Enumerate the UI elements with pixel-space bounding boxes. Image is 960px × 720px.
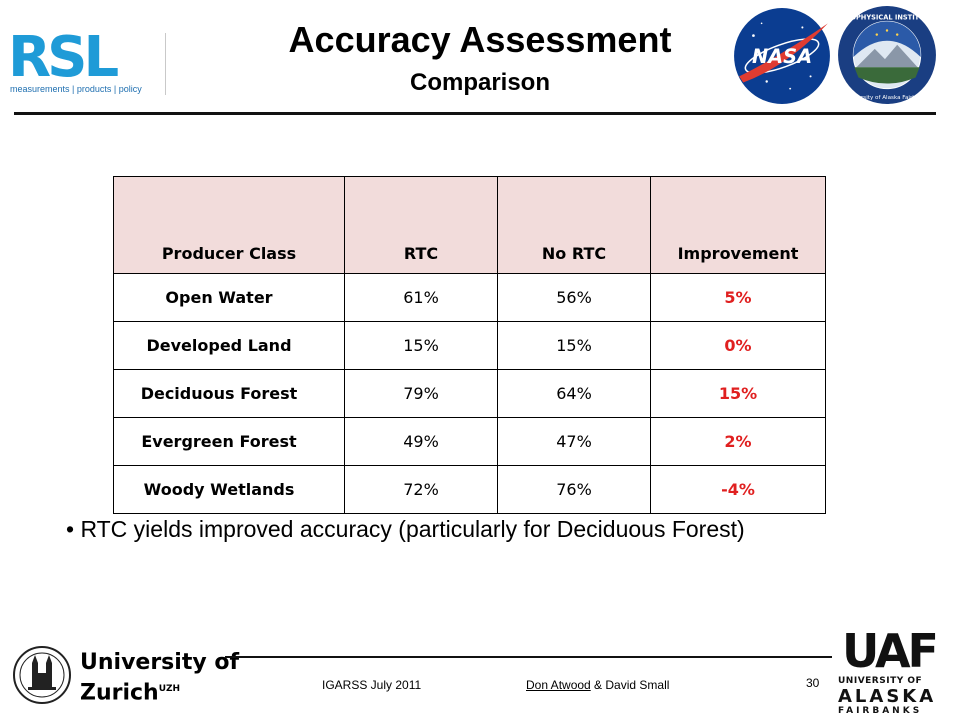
rsl-logo-letters: RSL [8, 25, 119, 90]
producer-class-cell: Developed Land [113, 321, 345, 370]
author-link[interactable]: Don Atwood [526, 678, 591, 692]
uaf-logo-line1: UNIVERSITY OF [838, 676, 923, 686]
improvement-cell: 0% [650, 321, 826, 370]
gi-seal-text-top: GEOPHYSICAL INSTITUTE [840, 13, 934, 21]
uzh-seal-icon [13, 646, 71, 704]
nasa-logo-vector [739, 23, 828, 83]
column-header-rtc: RTC [344, 176, 498, 274]
uzh-wordmark: University of ZurichUZH [80, 649, 239, 706]
producer-class-cell: Open Water [113, 273, 345, 322]
summary-bullet: • RTC yields improved accuracy (particul… [66, 516, 745, 542]
improvement-cell: 15% [650, 369, 826, 418]
no-rtc-cell: 15% [497, 321, 651, 370]
producer-class-cell: Evergreen Forest [113, 417, 345, 466]
producer-class-cell: Deciduous Forest [113, 369, 345, 418]
no-rtc-cell: 47% [497, 417, 651, 466]
uaf-logo-line2: ALASKA [838, 686, 937, 707]
column-header-improvement: Improvement [650, 176, 826, 274]
rtc-cell: 61% [344, 273, 498, 322]
slide-subtitle: Comparison [409, 69, 550, 96]
rsl-divider [165, 33, 166, 95]
nasa-logo: NASA [734, 8, 830, 104]
uaf-logo: UAF UNIVERSITY OF ALASKA FAIRBANKS [838, 624, 939, 716]
table-row: Woody Wetlands 72% 76% -4% [113, 465, 826, 514]
rtc-cell: 72% [344, 465, 498, 514]
column-header-no-rtc: No RTC [497, 176, 651, 274]
uzh-line2: Zurich [80, 680, 159, 706]
improvement-cell: 2% [650, 417, 826, 466]
page-number: 30 [806, 676, 820, 690]
no-rtc-cell: 76% [497, 465, 651, 514]
rtc-cell: 15% [344, 321, 498, 370]
accuracy-table-container: Producer Class RTC No RTC Improvement Op… [113, 176, 826, 514]
author-rest: & David Small [590, 678, 670, 692]
geophysical-institute-seal: GEOPHYSICAL INSTITUTE University of Alas… [838, 6, 936, 104]
improvement-cell: -4% [650, 465, 826, 514]
header-divider [14, 112, 936, 115]
nasa-logo-text: NASA [752, 45, 812, 68]
conference-label: IGARSS July 2011 [322, 678, 422, 692]
table-row: Evergreen Forest 49% 47% 2% [113, 417, 826, 466]
table-row: Open Water 61% 56% 5% [113, 273, 826, 322]
table-row: Developed Land 15% 15% 0% [113, 321, 826, 370]
rsl-logo-tagline: measurements | products | policy [10, 84, 142, 94]
uzh-superscript: UZH [158, 684, 181, 694]
column-header-producer-class: Producer Class [113, 176, 345, 274]
rtc-cell: 79% [344, 369, 498, 418]
university-of-zurich-logo: University of ZurichUZH [12, 645, 239, 707]
no-rtc-cell: 56% [497, 273, 651, 322]
no-rtc-cell: 64% [497, 369, 651, 418]
producer-class-cell: Woody Wetlands [113, 465, 345, 514]
improvement-cell: 5% [650, 273, 826, 322]
gi-seal-mountains [856, 44, 918, 68]
rtc-cell: 49% [344, 417, 498, 466]
accuracy-table: Producer Class RTC No RTC Improvement Op… [113, 176, 826, 514]
table-row: Deciduous Forest 79% 64% 15% [113, 369, 826, 418]
slide-title: Accuracy Assessment [288, 19, 672, 60]
authors-label: Don Atwood & David Small [526, 678, 669, 692]
uaf-logo-line3: FAIRBANKS [838, 706, 923, 716]
gi-seal-text-bottom: University of Alaska Fairbanks [845, 95, 929, 101]
table-header-row: Producer Class RTC No RTC Improvement [113, 176, 826, 274]
uzh-line1: University of [80, 650, 240, 675]
uaf-logo-mark: UAF [842, 624, 939, 678]
rsl-logo: RSL measurements | products | policy [8, 30, 168, 100]
footer-divider [225, 656, 832, 658]
